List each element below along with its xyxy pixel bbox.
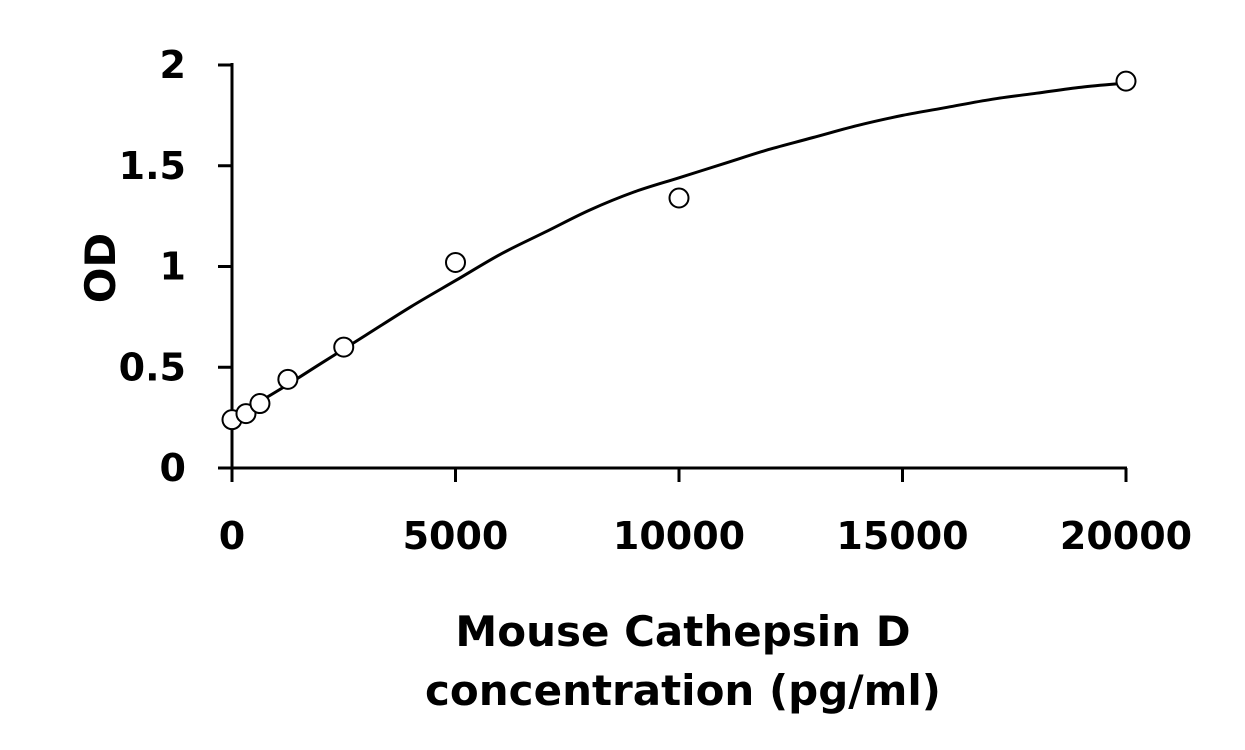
y-tick-label: 2 [160, 43, 186, 87]
y-axis-ticks: 0 0.5 1 1.5 2 [119, 43, 232, 490]
x-axis-ticks: 0 5000 10000 15000 20000 [219, 468, 1192, 558]
x-axis-title-line-1: Mouse Cathepsin D [455, 607, 910, 656]
y-tick-label: 0.5 [119, 345, 186, 389]
data-point [1115, 70, 1137, 92]
data-point [445, 251, 466, 273]
data-point [235, 403, 257, 425]
x-tick-label: 0 [219, 514, 245, 558]
x-tick-label: 15000 [836, 514, 968, 558]
data-point [277, 368, 299, 390]
x-tick-label: 10000 [613, 514, 745, 558]
y-tick-label: 1 [160, 245, 186, 289]
x-axis-title-line-2: concentration (pg/ml) [425, 666, 941, 715]
y-tick-label: 1.5 [119, 144, 186, 188]
data-point [249, 393, 271, 415]
x-tick-label: 20000 [1060, 514, 1192, 558]
data-point [668, 187, 690, 209]
chart-axes [230, 63, 1127, 470]
fit-curve [231, 81, 1127, 419]
data-points [221, 70, 1137, 431]
y-tick-label: 0 [160, 446, 186, 490]
x-tick-label: 5000 [403, 514, 509, 558]
fit-curve-layer [231, 81, 1127, 419]
data-point [333, 336, 355, 358]
y-axis-title: OD [76, 233, 125, 304]
